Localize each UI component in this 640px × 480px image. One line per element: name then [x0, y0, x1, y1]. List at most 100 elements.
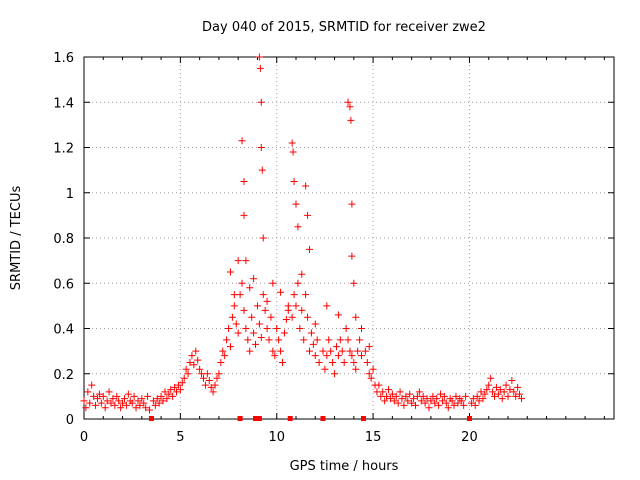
data-point	[427, 397, 435, 405]
y-tick-label: 1.6	[53, 51, 74, 66]
data-point	[517, 395, 525, 403]
data-point	[404, 397, 412, 405]
data-point	[211, 381, 219, 389]
data-point	[305, 245, 313, 253]
data-point	[417, 397, 425, 405]
data-point	[460, 401, 468, 409]
data-point	[292, 302, 300, 310]
data-point	[344, 98, 352, 106]
data-point	[504, 392, 512, 400]
data-point	[213, 374, 221, 382]
data-point	[319, 347, 327, 355]
data-point	[410, 395, 418, 403]
data-point	[93, 395, 101, 403]
data-point	[329, 358, 337, 366]
data-point	[115, 397, 123, 405]
data-point	[269, 279, 277, 287]
data-point	[257, 334, 265, 342]
data-point	[169, 392, 177, 400]
data-point	[136, 401, 144, 409]
data-point	[288, 313, 296, 321]
data-point	[348, 200, 356, 208]
data-point	[101, 404, 109, 412]
data-point	[386, 395, 394, 403]
data-point	[429, 392, 437, 400]
data-point	[354, 347, 362, 355]
data-point	[323, 302, 331, 310]
data-point	[365, 370, 373, 378]
data-point	[435, 401, 443, 409]
data-point	[188, 352, 196, 360]
data-point	[398, 395, 406, 403]
data-point	[292, 200, 300, 208]
data-point	[309, 340, 317, 348]
data-point	[138, 395, 146, 403]
data-point	[296, 325, 304, 332]
data-point	[304, 211, 312, 219]
data-point	[120, 395, 128, 403]
data-point	[304, 313, 312, 321]
data-point	[438, 397, 446, 405]
data-point	[194, 356, 202, 364]
y-tick-label: 1.2	[53, 142, 74, 157]
data-point	[336, 336, 344, 344]
data-point	[144, 392, 152, 400]
data-point	[242, 325, 250, 332]
data-point	[471, 401, 479, 409]
data-point	[111, 401, 119, 409]
data-point	[342, 325, 350, 332]
data-point	[311, 352, 319, 360]
data-point	[365, 343, 373, 351]
data-point	[88, 381, 96, 389]
y-tick-label: 0	[66, 413, 74, 428]
gap-marker	[320, 416, 326, 421]
data-point	[302, 182, 310, 190]
data-point	[90, 392, 98, 400]
data-point	[332, 343, 340, 351]
data-point	[367, 374, 375, 382]
data-point	[347, 116, 355, 124]
data-point	[379, 388, 387, 396]
data-point	[400, 401, 408, 409]
data-point	[502, 381, 510, 389]
data-point	[302, 291, 310, 299]
data-point	[485, 381, 493, 389]
data-point	[95, 390, 103, 398]
data-point	[261, 306, 269, 314]
data-point	[358, 325, 366, 332]
data-point	[201, 381, 209, 389]
data-point	[149, 397, 157, 405]
data-point	[481, 390, 489, 398]
data-point	[103, 397, 111, 405]
data-point	[155, 399, 163, 407]
data-point	[97, 399, 105, 407]
data-point	[514, 383, 522, 391]
data-point	[298, 306, 306, 314]
data-point	[392, 392, 400, 400]
data-point	[190, 361, 198, 369]
gap-marker	[253, 416, 259, 421]
y-tick-label: 0.2	[53, 368, 74, 383]
data-point	[510, 388, 518, 396]
data-point	[92, 401, 100, 409]
data-point	[419, 392, 427, 400]
data-point	[307, 329, 315, 337]
data-point	[161, 388, 169, 396]
x-axis-label: GPS time / hours	[290, 459, 399, 474]
y-axis-ticks: 0 0.2 0.4 0.6 0.8 1 1.2 1.4 1.6	[53, 51, 614, 428]
data-point	[238, 137, 246, 145]
data-point	[215, 370, 223, 378]
data-point	[275, 336, 283, 344]
data-point	[423, 395, 431, 403]
data-point	[344, 336, 352, 344]
data-point	[323, 352, 331, 360]
chart-title: Day 040 of 2015, SRMTID for receiver zwe…	[202, 20, 486, 35]
data-point	[402, 392, 410, 400]
data-point	[253, 302, 261, 310]
data-point	[223, 336, 231, 344]
data-point	[325, 336, 333, 344]
data-point	[358, 352, 366, 360]
data-point	[159, 397, 167, 405]
gap-marker	[466, 416, 472, 421]
data-point	[381, 397, 389, 405]
